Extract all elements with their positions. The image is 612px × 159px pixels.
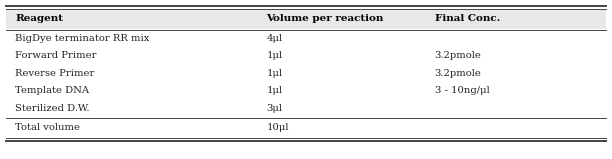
Text: 10μl: 10μl [266, 122, 289, 131]
Text: 4μl: 4μl [266, 34, 282, 43]
Text: 1μl: 1μl [266, 51, 282, 60]
Text: Reverse Primer: Reverse Primer [15, 69, 95, 78]
Text: Reagent: Reagent [15, 14, 63, 23]
Text: Final Conc.: Final Conc. [435, 14, 500, 23]
Text: Sterilized D.W.: Sterilized D.W. [15, 104, 90, 113]
Text: 1μl: 1μl [266, 86, 282, 95]
Text: 3.2pmole: 3.2pmole [435, 51, 482, 60]
Text: 3 - 10ng/μl: 3 - 10ng/μl [435, 86, 489, 95]
Text: 1μl: 1μl [266, 69, 282, 78]
Text: Forward Primer: Forward Primer [15, 51, 97, 60]
Text: Volume per reaction: Volume per reaction [266, 14, 384, 23]
Text: BigDye terminator RR mix: BigDye terminator RR mix [15, 34, 150, 43]
FancyBboxPatch shape [6, 8, 606, 28]
Text: Total volume: Total volume [15, 122, 80, 131]
Text: Template DNA: Template DNA [15, 86, 89, 95]
Text: 3.2pmole: 3.2pmole [435, 69, 482, 78]
Text: 3μl: 3μl [266, 104, 282, 113]
